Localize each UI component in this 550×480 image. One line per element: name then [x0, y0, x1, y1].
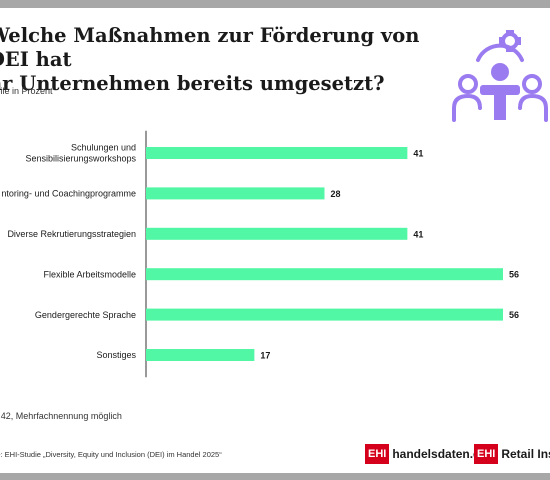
bar-4 — [146, 308, 503, 321]
bar-1 — [146, 187, 325, 200]
bar-3 — [146, 268, 503, 281]
category-label-3: Flexible Arbeitsmodelle — [43, 269, 136, 279]
category-label-0: Schulungen und Sensibilisierungsworkshops — [25, 143, 136, 164]
bar-0 — [146, 147, 408, 159]
chart-subtitle: teile in Prozent — [0, 86, 53, 96]
handelsdaten-logo-text: handelsdaten.de — [392, 447, 488, 461]
handelsdaten-logo[interactable]: EHI handelsdaten.de — [365, 443, 487, 465]
top-band — [0, 0, 550, 8]
data-label-0: 41 — [413, 149, 423, 159]
chart-title: Welche Maßnahmen zur Förderung von DEI h… — [0, 24, 420, 95]
retail-institute-logo-text: Retail Instit — [501, 447, 550, 461]
retail-institute-logo[interactable]: EHI Retail Instit — [474, 443, 550, 465]
category-label-4: Gendergerechte Sprache — [35, 310, 136, 320]
category-label-1: ntoring- und Coachingprogramme — [1, 189, 136, 199]
data-label-4: 56 — [509, 310, 519, 320]
ehi-logo-box: EHI — [474, 444, 499, 464]
data-label-1: 28 — [331, 189, 341, 199]
bar-2 — [146, 227, 408, 240]
ehi-logo-box: EHI — [365, 444, 390, 464]
sample-note: = 42, Mehrfachnennung möglich — [0, 411, 122, 421]
category-label-5: Sonstiges — [96, 350, 136, 360]
bar-5 — [146, 349, 255, 361]
bottom-band — [0, 473, 550, 480]
team-gear-icon — [452, 30, 548, 122]
data-label-2: 41 — [413, 229, 423, 239]
bar-chart: 41 Schulungen und Sensibilisierungsworksho… — [1, 130, 519, 378]
data-label-3: 56 — [509, 270, 519, 280]
source-note: lle: EHI-Studie „Diversity, Equity und I… — [0, 450, 222, 459]
category-label-2: Diverse Rekrutierungsstrategien — [7, 229, 136, 239]
data-label-5: 17 — [260, 351, 270, 361]
